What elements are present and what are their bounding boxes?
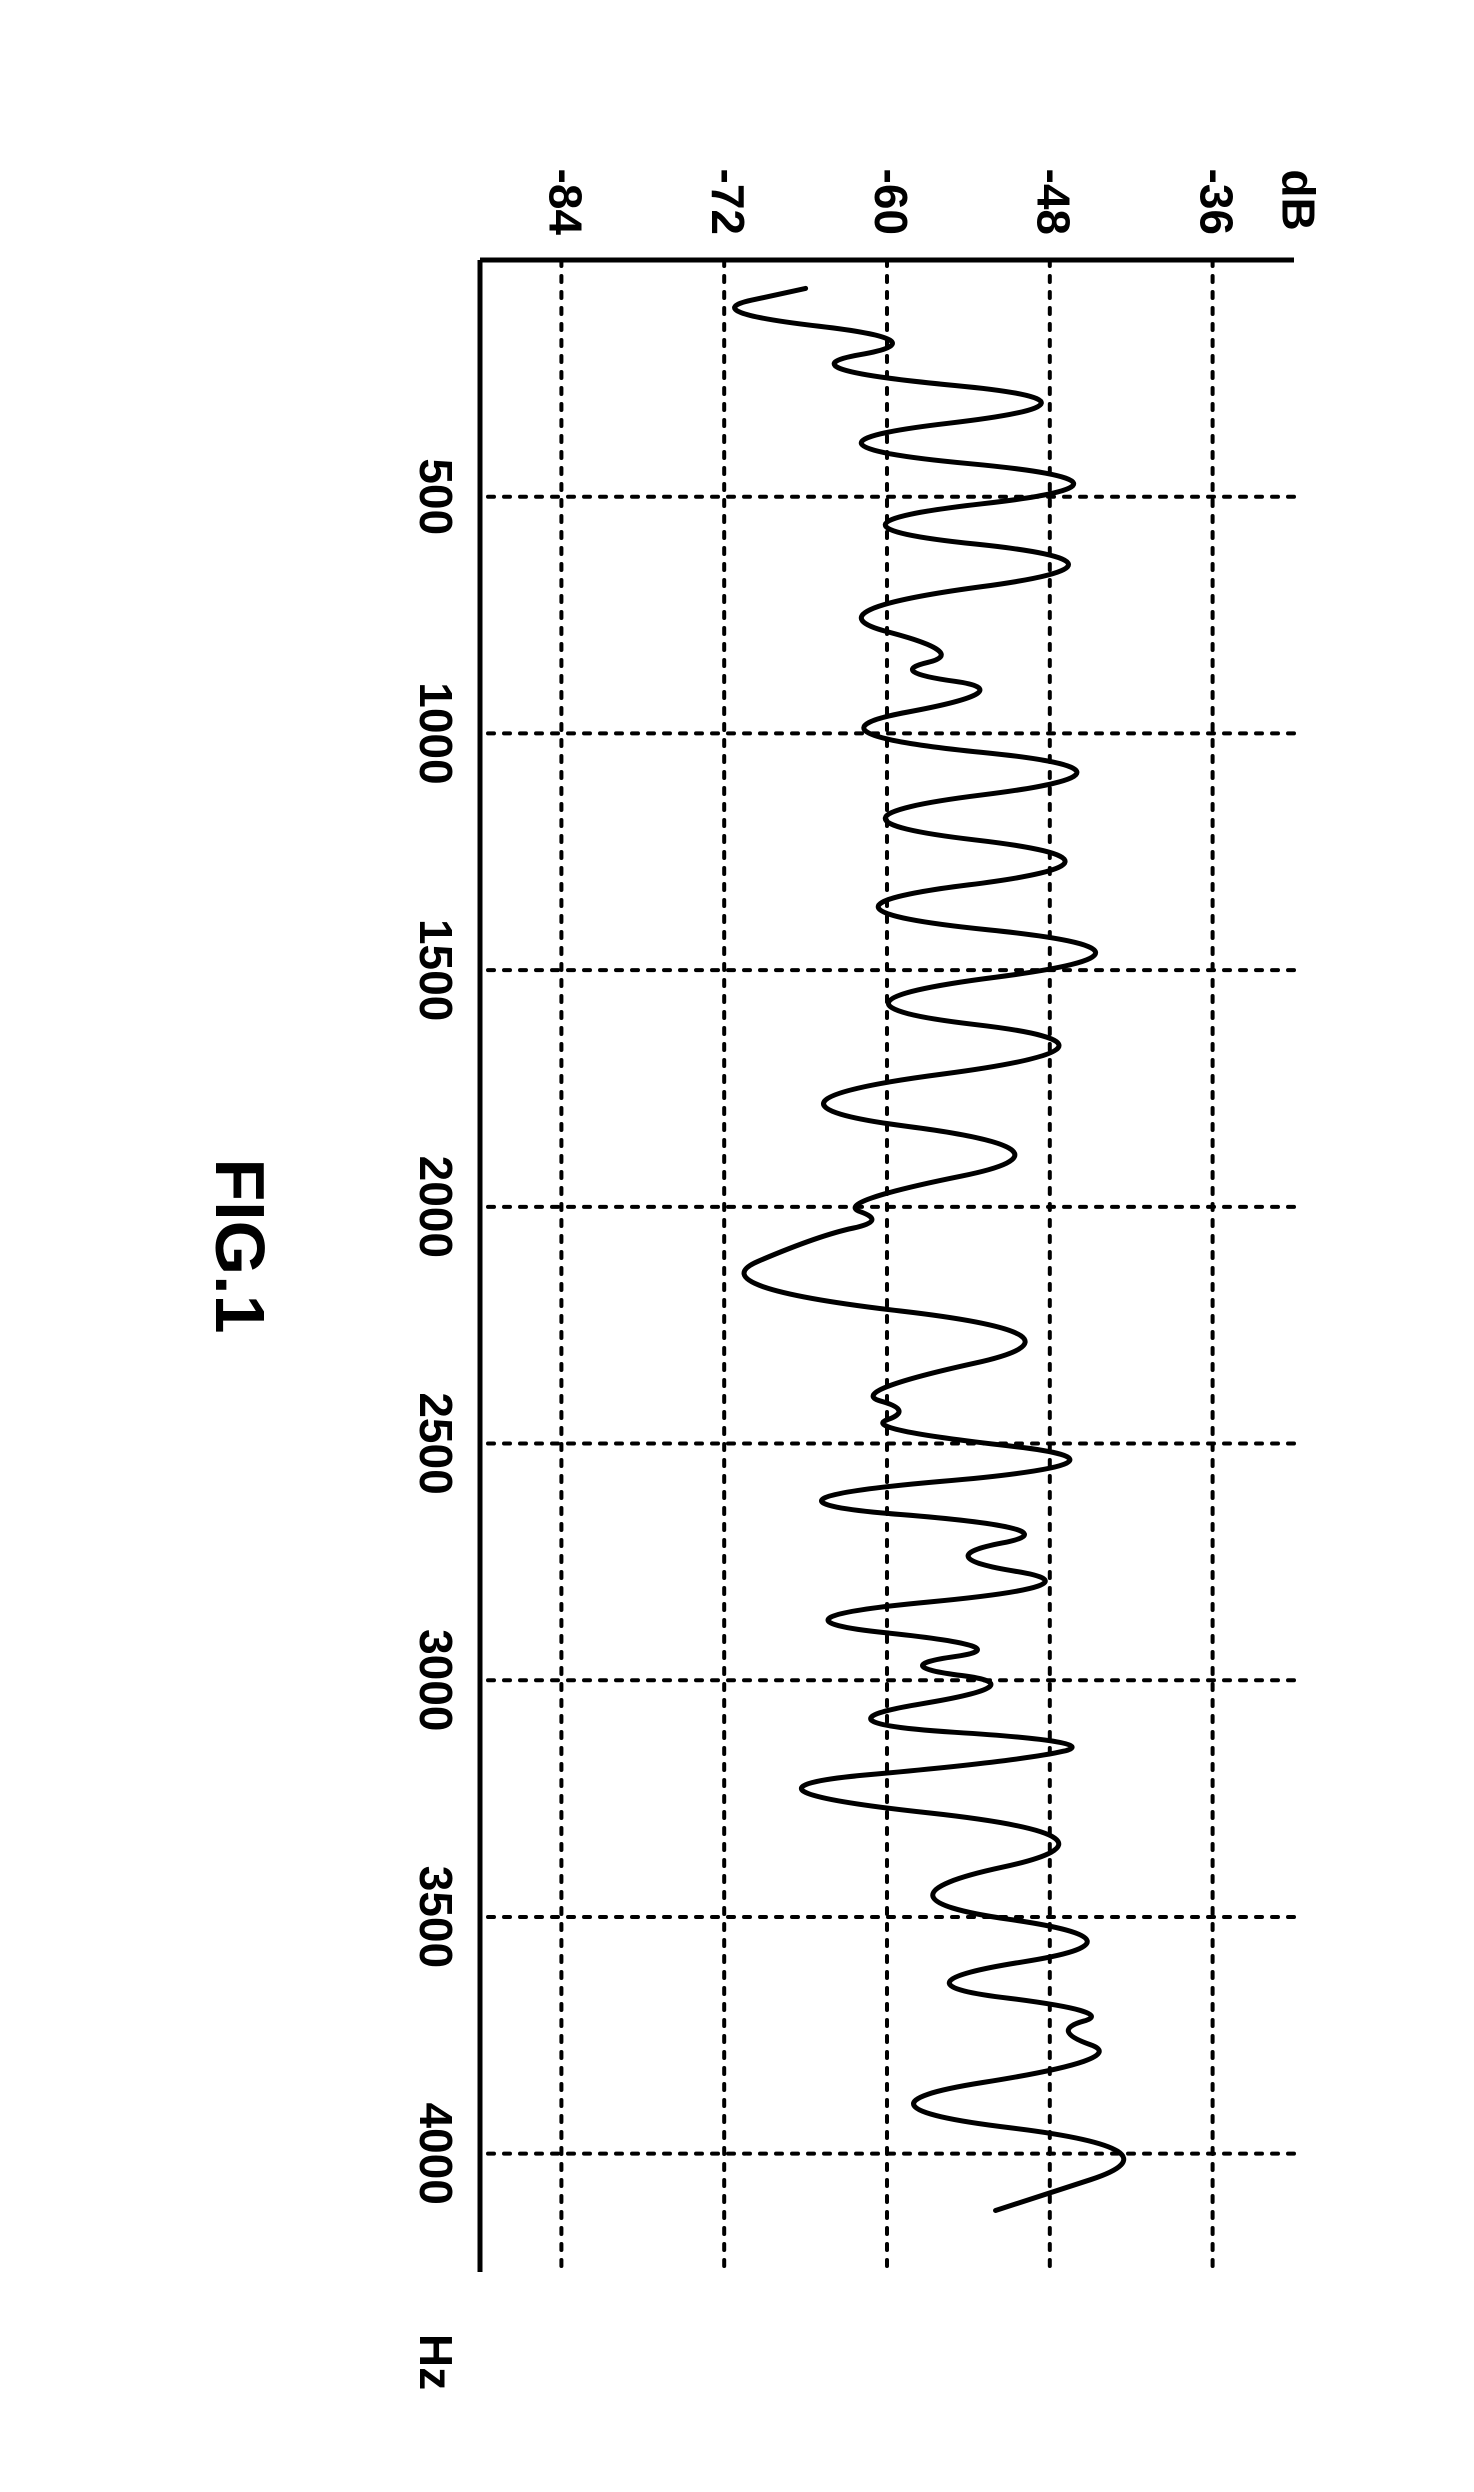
y-tick-label: -36	[1190, 169, 1242, 235]
x-tick-label: 2500	[410, 1392, 462, 1494]
spectrum-series	[735, 288, 1124, 2210]
y-tick-label: -48	[1028, 169, 1080, 235]
y-tick-label: -60	[865, 169, 917, 235]
x-tick-label: 2000	[410, 1156, 462, 1258]
x-axis-label: Hz	[410, 2334, 462, 2390]
y-tick-label: -84	[539, 169, 591, 236]
x-tick-label: 1500	[410, 919, 462, 1021]
figure-caption: FIG.1	[200, 0, 280, 2492]
x-tick-label: 1000	[410, 682, 462, 784]
y-tick-label: -72	[702, 169, 754, 235]
x-tick-label: 4000	[410, 2102, 462, 2204]
y-axis-label: dB	[1273, 169, 1325, 230]
x-tick-label: 3000	[410, 1629, 462, 1731]
x-tick-label: 500	[410, 458, 462, 535]
x-tick-label: 3500	[410, 1866, 462, 1968]
spectrum-chart: -36-48-60-72-84dB50010001500200025003000…	[480, 260, 1294, 2272]
